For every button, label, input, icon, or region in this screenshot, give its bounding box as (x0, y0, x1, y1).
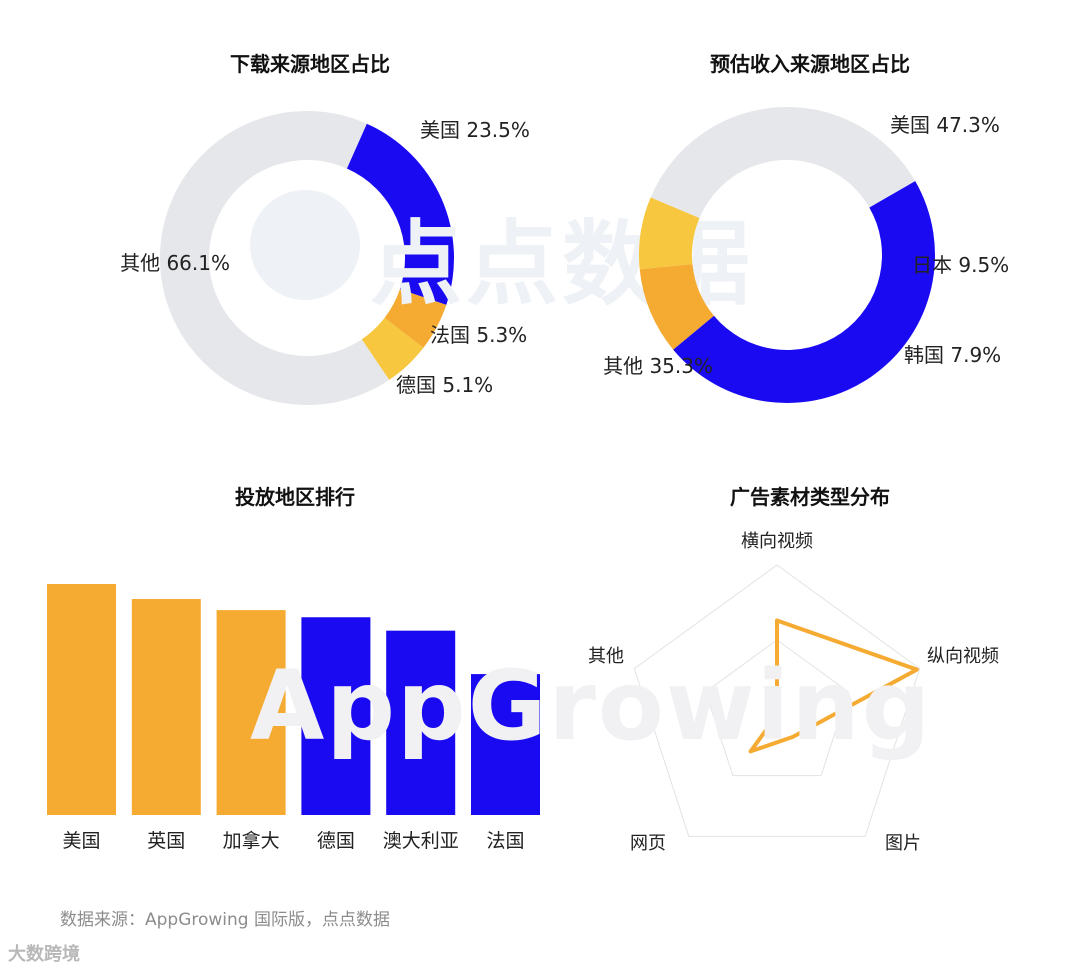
bar-category-label: 澳大利亚 (383, 830, 459, 852)
donut-slice-1 (384, 289, 447, 348)
data-source-note: 数据来源：AppGrowing 国际版，点点数据 (60, 910, 390, 930)
brand-logo-text: 大数跨境 (8, 944, 80, 965)
donut-slice-3 (650, 107, 916, 219)
donut-slice-2 (361, 317, 424, 380)
bar-category-label: 加拿大 (223, 829, 280, 852)
donut-slice-0 (673, 181, 935, 403)
slice-label: 其他 66.1% (120, 251, 230, 275)
bar-0 (47, 584, 116, 815)
radar-axis-label: 横向视频 (741, 531, 813, 552)
bar-category-label: 德国 (317, 830, 355, 852)
revenue-donut-panel: 预估收入来源地区占比 美国 47.3% 日本 9.5% 韩国 7.9% 其他 35.3… (580, 40, 1040, 420)
slice-label: 日本 9.5% (912, 253, 1009, 277)
chart-title: 预估收入来源地区占比 (710, 52, 910, 76)
download-donut-chart: 美国 23.5% 法国 5.3% 德国 5.1% 其他 66.1% (120, 110, 530, 405)
radar-axis-label: 其他 (588, 646, 624, 667)
bar-category-label: 美国 (62, 830, 100, 852)
radar-grid-ring (633, 564, 921, 837)
donut-slice-0 (346, 123, 454, 305)
bar-5 (471, 674, 540, 815)
creative-radar-panel: 广告素材类型分布 横向视频纵向视频图片 网页 其他 (580, 475, 1040, 875)
revenue-donut-chart: 美国 47.3% 日本 9.5% 韩国 7.9% 其他 35.3% (603, 107, 1009, 403)
radar-axis-label: 图片 (885, 833, 921, 854)
radar-axis-label: 网页 (630, 833, 666, 854)
slice-label: 法国 5.3% (430, 323, 527, 347)
download-donut-panel: 下载来源地区占比 美国 23.5% 法国 5.3% 德国 5.1% 其他 66.1% (100, 40, 530, 420)
bar-4 (386, 630, 456, 815)
bar-1 (131, 599, 201, 815)
slice-label: 其他 35.3% (603, 354, 713, 378)
donut-slice-3 (159, 110, 390, 405)
slice-label: 韩国 7.9% (904, 343, 1001, 367)
chart-title: 投放地区排行 (235, 485, 355, 509)
bar-2 (216, 610, 286, 815)
ranking-bar-chart: 美国 英国 加拿大 德国 澳大利亚 法国 (47, 584, 540, 852)
radar-grid-ring (705, 639, 849, 777)
bar-category-label: 英国 (147, 830, 185, 852)
chart-title: 广告素材类型分布 (730, 485, 890, 509)
radar-series-line (748, 618, 919, 754)
donut-slice-1 (639, 264, 714, 350)
slice-label: 德国 5.1% (396, 373, 493, 397)
bar-3 (301, 617, 371, 815)
bar-category-label: 法国 (486, 830, 524, 852)
donut-slice-2 (639, 197, 700, 270)
radar-axis-label: 纵向视频 (927, 646, 999, 667)
slice-label: 美国 47.3% (890, 113, 1000, 137)
chart-title: 下载来源地区占比 (230, 52, 390, 76)
slice-label: 美国 23.5% (420, 118, 530, 142)
ranking-bar-panel: 投放地区排行 美国 英国 加拿大 德国 澳大利亚 法国 (30, 475, 560, 875)
